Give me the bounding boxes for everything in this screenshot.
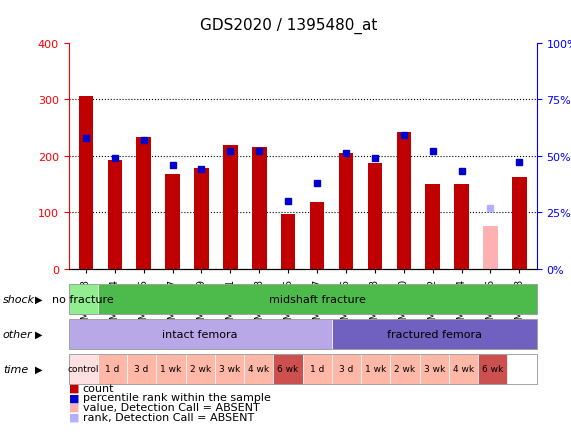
Text: no fracture: no fracture [53, 295, 114, 304]
Text: ■: ■ [69, 402, 79, 412]
Bar [425, 184, 440, 269]
Text: 2 wk: 2 wk [395, 365, 416, 373]
Text: ▶: ▶ [35, 295, 43, 304]
Text: ▶: ▶ [35, 364, 43, 374]
Text: ▶: ▶ [35, 329, 43, 339]
Bar [166, 175, 180, 269]
Bar [397, 132, 411, 269]
Text: intact femora: intact femora [163, 329, 238, 339]
Text: GDS2020 / 1395480_at: GDS2020 / 1395480_at [200, 17, 377, 33]
Text: 4 wk: 4 wk [453, 365, 474, 373]
Bar [512, 178, 526, 269]
Bar [281, 214, 295, 269]
Bar [79, 97, 93, 269]
Text: 1 wk: 1 wk [160, 365, 182, 373]
Text: 1 wk: 1 wk [365, 365, 387, 373]
Text: percentile rank within the sample: percentile rank within the sample [83, 393, 271, 402]
Bar [483, 227, 498, 269]
Bar [310, 203, 324, 269]
Text: fractured femora: fractured femora [387, 329, 482, 339]
Text: 3 wk: 3 wk [219, 365, 240, 373]
Text: 3 d: 3 d [339, 365, 353, 373]
Text: ■: ■ [69, 412, 79, 421]
Text: shock: shock [3, 295, 35, 304]
Bar [455, 184, 469, 269]
Text: rank, Detection Call = ABSENT: rank, Detection Call = ABSENT [83, 412, 254, 421]
Text: 1 d: 1 d [310, 365, 324, 373]
Text: 6 wk: 6 wk [278, 365, 299, 373]
Text: 6 wk: 6 wk [482, 365, 504, 373]
Bar [223, 146, 238, 269]
Text: control: control [67, 365, 99, 373]
Text: count: count [83, 383, 114, 393]
Bar [339, 154, 353, 269]
Text: time: time [3, 364, 28, 374]
Bar [107, 161, 122, 269]
Text: midshaft fracture: midshaft fracture [269, 295, 365, 304]
Bar [194, 169, 208, 269]
Text: 1 d: 1 d [105, 365, 119, 373]
Bar [368, 164, 382, 269]
Text: value, Detection Call = ABSENT: value, Detection Call = ABSENT [83, 402, 260, 412]
Text: other: other [3, 329, 33, 339]
Text: 3 d: 3 d [135, 365, 149, 373]
Text: 3 wk: 3 wk [424, 365, 445, 373]
Text: 4 wk: 4 wk [248, 365, 270, 373]
Text: ■: ■ [69, 383, 79, 393]
Bar [136, 138, 151, 269]
Text: 2 wk: 2 wk [190, 365, 211, 373]
Bar [252, 148, 267, 269]
Text: ■: ■ [69, 393, 79, 402]
